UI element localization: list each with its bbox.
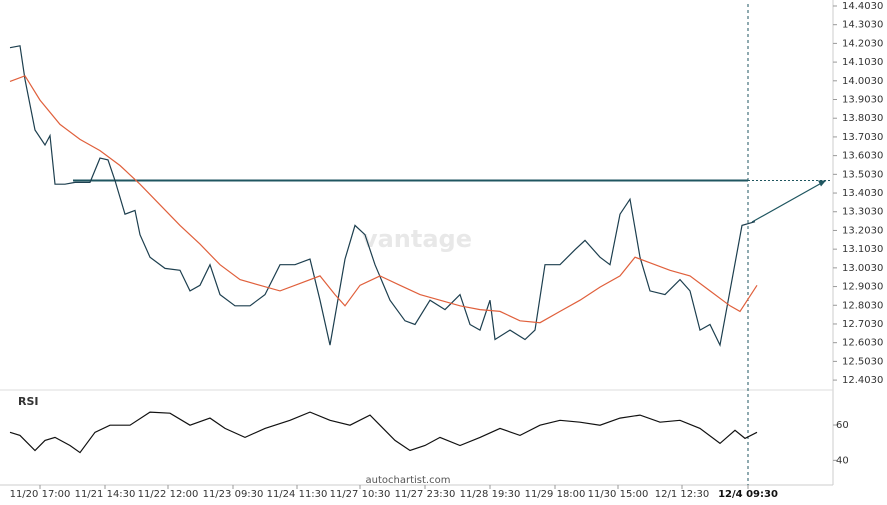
indicator-title: RSI	[18, 395, 39, 408]
x-tick-label: 12/4 09:30	[718, 489, 778, 500]
source: autochartist.com	[366, 475, 451, 486]
y-tick-label: 14.4030	[842, 1, 883, 12]
price-line	[9, 45, 756, 348]
y-tick-label: 13.0030	[842, 263, 883, 274]
y-tick-label: 14.3030	[842, 20, 883, 31]
x-tick-label: 11/23 09:30	[203, 489, 264, 500]
y-tick-label: 13.6030	[842, 151, 883, 162]
watermark: vantage	[362, 225, 472, 253]
x-tick-label: 12/1 12:30	[655, 489, 709, 500]
y-tick-label: 14.0030	[842, 76, 883, 87]
y-tick-label: 13.5030	[842, 169, 883, 180]
y-tick-label: 12.6030	[842, 338, 883, 349]
x-tick-label: 11/27 10:30	[330, 489, 391, 500]
y-tick-label: 12.5030	[842, 356, 883, 367]
y-tick-label: 13.1030	[842, 244, 883, 255]
x-tick-label: 11/30 15:00	[588, 489, 649, 500]
x-tick-label: 11/29 18:00	[525, 489, 586, 500]
x-tick-label: 11/27 23:30	[395, 489, 456, 500]
arrow-head	[818, 180, 826, 187]
y-tick-label: 13.4030	[842, 188, 883, 199]
y-tick-label: 13.7030	[842, 132, 883, 143]
forecast-arrow	[751, 179, 827, 223]
y-tick-label: 12.9030	[842, 282, 883, 293]
x-tick-label: 11/28 19:30	[460, 489, 521, 500]
x-tick-label: 11/22 12:00	[138, 489, 199, 500]
x-tick-label: 11/21 14:30	[75, 489, 136, 500]
price-line	[9, 75, 758, 324]
y-tick-label: 13.9030	[842, 95, 883, 106]
x-tick-label: 11/24 11:30	[267, 489, 328, 500]
y-tick-label: 13.3030	[842, 207, 883, 218]
rsi-line	[9, 411, 758, 454]
y-tick-label: 13.8030	[842, 113, 883, 124]
y-tick-label: 14.1030	[842, 57, 883, 68]
y-tick-label: 12.8030	[842, 300, 883, 311]
y2-tick-label: 40	[836, 455, 849, 466]
y2-tick-label: 60	[836, 420, 849, 431]
y-tick-label: 14.2030	[842, 38, 883, 49]
y-tick-label: 12.7030	[842, 319, 883, 330]
y-tick-label: 12.4030	[842, 375, 883, 386]
x-tick-label: 11/20 17:00	[10, 489, 71, 500]
y-tick-label: 13.2030	[842, 225, 883, 236]
